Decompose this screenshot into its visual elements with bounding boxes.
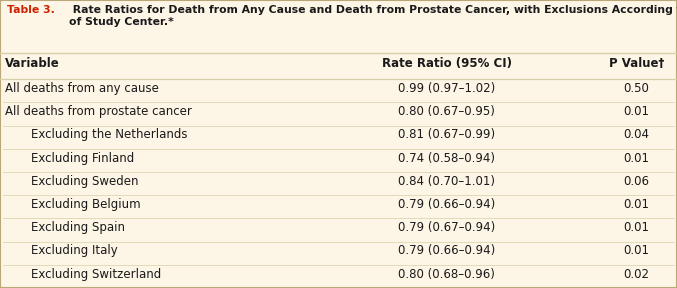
- Text: Variable: Variable: [5, 57, 60, 70]
- Text: All deaths from prostate cancer: All deaths from prostate cancer: [5, 105, 192, 118]
- Text: Excluding Belgium: Excluding Belgium: [31, 198, 141, 211]
- Text: Excluding Finland: Excluding Finland: [31, 152, 135, 165]
- Text: Excluding Sweden: Excluding Sweden: [31, 175, 139, 188]
- Text: 0.74 (0.58–0.94): 0.74 (0.58–0.94): [398, 152, 496, 165]
- Text: 0.04: 0.04: [624, 128, 649, 141]
- Text: P Value†: P Value†: [609, 57, 664, 70]
- Text: Excluding the Netherlands: Excluding the Netherlands: [31, 128, 188, 141]
- Text: 0.02: 0.02: [624, 268, 649, 281]
- Text: 0.01: 0.01: [624, 221, 649, 234]
- Text: Excluding Switzerland: Excluding Switzerland: [31, 268, 161, 281]
- Text: 0.79 (0.66–0.94): 0.79 (0.66–0.94): [398, 245, 496, 257]
- Text: 0.81 (0.67–0.99): 0.81 (0.67–0.99): [398, 128, 496, 141]
- Text: 0.06: 0.06: [624, 175, 649, 188]
- Text: Table 3.: Table 3.: [7, 5, 55, 15]
- Text: 0.80 (0.68–0.96): 0.80 (0.68–0.96): [398, 268, 496, 281]
- Text: 0.79 (0.67–0.94): 0.79 (0.67–0.94): [398, 221, 496, 234]
- Text: 0.84 (0.70–1.01): 0.84 (0.70–1.01): [398, 175, 496, 188]
- Text: 0.99 (0.97–1.02): 0.99 (0.97–1.02): [398, 82, 496, 95]
- Text: 0.01: 0.01: [624, 152, 649, 165]
- Text: 0.80 (0.67–0.95): 0.80 (0.67–0.95): [398, 105, 496, 118]
- Text: Excluding Spain: Excluding Spain: [31, 221, 125, 234]
- Text: 0.79 (0.66–0.94): 0.79 (0.66–0.94): [398, 198, 496, 211]
- Text: 0.01: 0.01: [624, 105, 649, 118]
- Text: All deaths from any cause: All deaths from any cause: [5, 82, 159, 95]
- Text: Rate Ratio (95% CI): Rate Ratio (95% CI): [382, 57, 512, 70]
- Text: 0.01: 0.01: [624, 198, 649, 211]
- Text: 0.50: 0.50: [624, 82, 649, 95]
- Text: 0.01: 0.01: [624, 245, 649, 257]
- Text: Rate Ratios for Death from Any Cause and Death from Prostate Cancer, with Exclus: Rate Ratios for Death from Any Cause and…: [68, 5, 677, 27]
- Text: Excluding Italy: Excluding Italy: [31, 245, 118, 257]
